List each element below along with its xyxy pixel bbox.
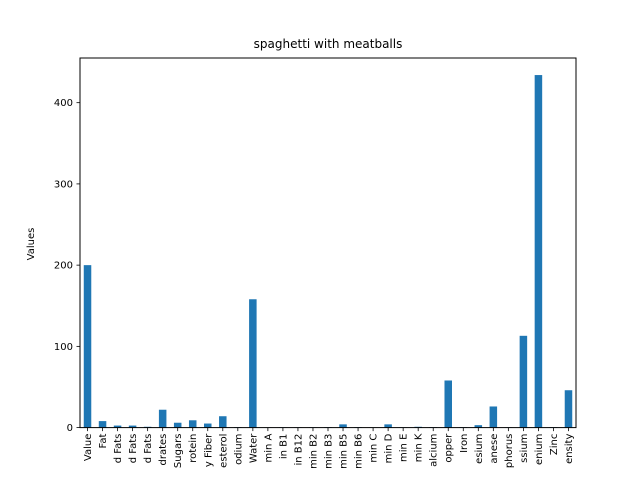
bar-26: [474, 425, 483, 428]
x-tick-label-24: opper: [444, 433, 455, 463]
x-tick-label-13: in B1: [278, 434, 289, 460]
x-tick-label-32: ensity: [564, 434, 575, 464]
x-tick-label-30: enium: [534, 434, 545, 465]
x-tick-label-26: esium: [474, 434, 485, 464]
x-tick-label-19: min C: [369, 434, 380, 463]
bar-24: [444, 380, 452, 428]
y-tick-label-0: 0: [67, 423, 73, 434]
bar-6: [173, 422, 182, 428]
x-tick-label-23: alcium: [429, 434, 440, 467]
bar-27: [489, 406, 498, 428]
chart-title: spaghetti with meatballs: [254, 37, 403, 51]
x-tick-label-15: min B2: [308, 434, 319, 469]
x-tick-label-20: min D: [384, 433, 395, 463]
x-tick-label-2: d Fats: [113, 434, 124, 464]
bar-20: [384, 424, 392, 428]
x-tick-label-17: min B5: [339, 434, 350, 469]
bar-7: [188, 420, 197, 428]
bar-11: [249, 299, 257, 428]
x-tick-label-0: Value: [83, 434, 94, 461]
x-tick-label-6: Sugars: [173, 434, 184, 468]
bar-32: [564, 390, 573, 428]
bars-group: [83, 75, 573, 428]
y-tick-label-2: 200: [54, 261, 73, 272]
x-tick-label-5: drates: [158, 434, 169, 466]
bar-8: [204, 423, 212, 428]
bar-1: [98, 421, 107, 428]
x-tick-label-4: d Fats: [143, 434, 154, 464]
x-tick-label-29: ssium: [519, 434, 530, 463]
x-tick-label-31: Zinc: [549, 434, 560, 455]
y-axis-label: Values: [26, 228, 37, 261]
x-tick-label-10: odium: [233, 434, 244, 465]
bar-2: [113, 425, 122, 428]
x-tick-label-12: min A: [263, 433, 274, 462]
x-tick-label-14: in B12: [293, 434, 304, 466]
x-tick-label-11: Water: [248, 433, 259, 463]
x-tick-label-27: anese: [489, 434, 500, 464]
bar-30: [534, 75, 543, 428]
x-axis: Value Fat d Fats d Fats d Fats drates Sugars ro…: [83, 427, 575, 469]
bar-17: [339, 424, 347, 428]
bar-29: [519, 335, 528, 428]
bar-5: [158, 409, 167, 428]
x-tick-label-21: min E: [399, 434, 410, 462]
x-tick-label-28: phorus: [504, 434, 515, 468]
y-tick-label-4: 400: [54, 98, 73, 109]
y-tick-label-3: 300: [54, 179, 73, 190]
x-tick-label-16: min B3: [324, 434, 335, 469]
x-tick-label-3: d Fats: [128, 434, 139, 464]
plot-frame: [79, 57, 577, 429]
bar-3: [128, 425, 137, 428]
y-axis: 0 100 200 300 400: [54, 98, 80, 434]
bar-9: [219, 416, 227, 428]
x-tick-label-18: min B6: [354, 434, 365, 469]
x-tick-label-22: min K: [414, 433, 425, 462]
x-tick-label-8: y Fiber: [203, 433, 214, 467]
bar-0: [83, 265, 92, 428]
x-tick-label-7: rotein: [188, 434, 199, 463]
x-tick-label-25: Iron: [459, 434, 470, 453]
x-tick-label-9: esterol: [218, 434, 229, 468]
x-tick-label-1: Fat: [98, 434, 109, 449]
y-tick-label-1: 100: [54, 342, 73, 353]
